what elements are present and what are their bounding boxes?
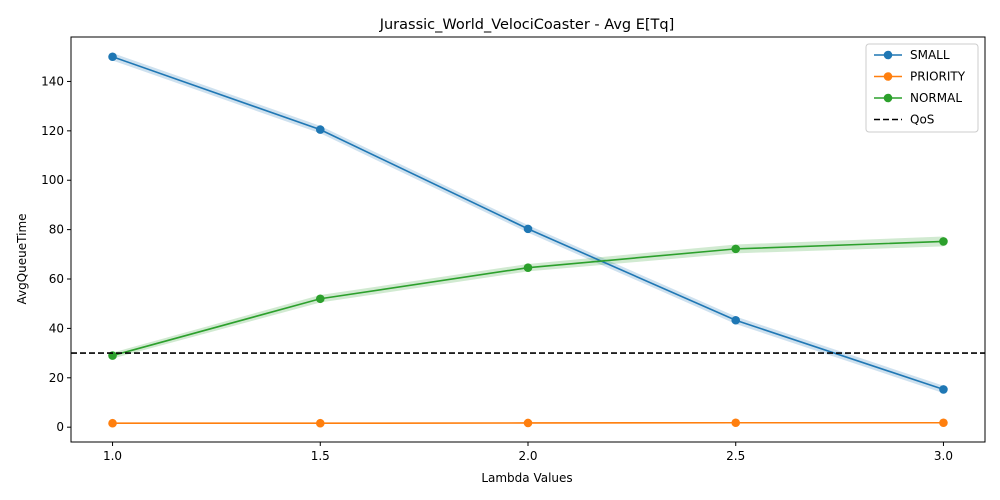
series-line-small xyxy=(112,56,944,391)
axes-frame xyxy=(70,36,986,443)
data-point-small xyxy=(108,52,117,62)
y-tick-label: 120 xyxy=(41,124,64,138)
y-tick-label: 100 xyxy=(41,173,64,187)
legend-label-qos: QoS xyxy=(910,113,934,127)
legend-label-normal: NORMAL xyxy=(910,91,962,105)
x-axis-label: Lambda Values xyxy=(481,471,572,485)
y-axis-label: AvgQueueTime xyxy=(15,213,29,304)
legend: SMALL PRIORITY NORMAL QoS xyxy=(865,43,979,133)
y-tick-label: 20 xyxy=(49,371,64,385)
data-point-normal xyxy=(731,244,741,254)
data-point-priority xyxy=(731,418,741,428)
y-tick-label: 0 xyxy=(56,420,64,434)
data-point-small xyxy=(315,125,325,134)
data-point-priority xyxy=(523,418,533,428)
x-tick-label: 2.5 xyxy=(726,449,745,463)
x-tick-label: 1.0 xyxy=(103,449,122,463)
legend-box xyxy=(865,43,979,133)
band-small xyxy=(112,53,944,394)
y-tick-label: 80 xyxy=(49,223,64,237)
x-tick-label: 2.0 xyxy=(518,449,537,463)
legend-marker-normal xyxy=(883,93,893,103)
data-point-priority xyxy=(939,418,948,428)
y-tick-label: 60 xyxy=(49,272,64,286)
y-tick-label: 140 xyxy=(41,74,64,88)
legend-marker-small xyxy=(883,50,893,60)
data-point-small xyxy=(523,224,533,234)
data-point-priority xyxy=(108,418,117,428)
x-tick-label: 3.0 xyxy=(934,449,953,463)
data-point-normal xyxy=(315,294,325,304)
data-point-normal xyxy=(523,263,533,272)
y-tick-label: 40 xyxy=(49,321,64,335)
data-point-small xyxy=(939,385,948,394)
data-point-small xyxy=(731,315,741,325)
legend-label-small: SMALL xyxy=(910,48,950,62)
series-line-normal xyxy=(112,240,944,357)
plot-area: 1.0 1.5 2.0 2.5 3.0 0 20 40 60 80 100 120 140 xyxy=(41,36,986,463)
data-point-priority xyxy=(315,418,325,428)
x-tick-label: 1.5 xyxy=(311,449,330,463)
legend-marker-priority xyxy=(883,72,893,81)
chart-title: Jurassic_World_VelociCoaster - Avg E[Tq] xyxy=(379,17,675,33)
band-normal xyxy=(112,236,944,359)
legend-label-priority: PRIORITY xyxy=(910,70,966,84)
data-point-normal xyxy=(939,237,948,246)
